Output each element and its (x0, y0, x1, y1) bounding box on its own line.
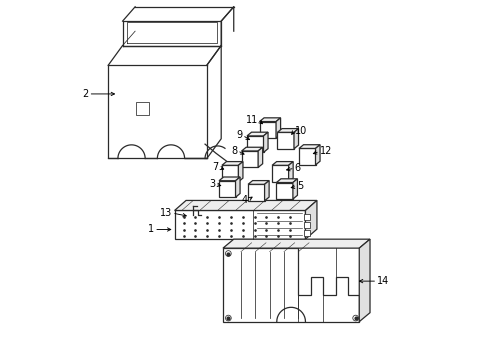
Polygon shape (298, 145, 319, 148)
Text: 6: 6 (294, 163, 300, 173)
Polygon shape (238, 162, 243, 182)
Polygon shape (247, 184, 264, 201)
Polygon shape (241, 147, 262, 151)
Polygon shape (263, 132, 267, 152)
Text: 8: 8 (231, 145, 237, 156)
Polygon shape (359, 239, 369, 321)
Polygon shape (293, 129, 298, 149)
Text: 13: 13 (160, 208, 172, 218)
Text: 10: 10 (294, 126, 306, 135)
Text: 9: 9 (236, 130, 242, 140)
Text: 4: 4 (242, 195, 247, 205)
Polygon shape (174, 201, 316, 211)
Polygon shape (276, 118, 280, 138)
Text: 1: 1 (148, 225, 154, 234)
Polygon shape (303, 222, 309, 228)
Polygon shape (276, 183, 292, 199)
Polygon shape (222, 165, 238, 182)
Polygon shape (271, 162, 292, 165)
Polygon shape (277, 129, 298, 132)
Polygon shape (222, 162, 243, 165)
Polygon shape (298, 148, 315, 165)
Polygon shape (259, 122, 276, 138)
Text: 11: 11 (245, 115, 257, 125)
Polygon shape (277, 132, 293, 149)
Polygon shape (219, 177, 240, 181)
Text: 7: 7 (212, 162, 218, 172)
Polygon shape (315, 145, 319, 165)
Polygon shape (219, 181, 235, 197)
Polygon shape (259, 118, 280, 122)
Polygon shape (223, 239, 369, 248)
Polygon shape (264, 181, 268, 201)
Polygon shape (235, 177, 240, 197)
Polygon shape (246, 136, 263, 152)
Polygon shape (292, 179, 297, 199)
Polygon shape (136, 102, 148, 115)
Text: 12: 12 (319, 146, 331, 156)
Polygon shape (305, 201, 316, 239)
Polygon shape (246, 132, 267, 136)
Polygon shape (303, 230, 309, 235)
Polygon shape (303, 214, 309, 220)
Text: 14: 14 (376, 276, 388, 286)
Polygon shape (288, 162, 292, 182)
Text: 5: 5 (297, 181, 303, 191)
Polygon shape (174, 211, 305, 239)
Polygon shape (271, 165, 288, 182)
Polygon shape (258, 147, 262, 167)
Polygon shape (223, 248, 359, 321)
Text: 2: 2 (82, 89, 88, 99)
Polygon shape (247, 181, 268, 184)
Polygon shape (276, 179, 297, 183)
Polygon shape (241, 151, 258, 167)
Text: 3: 3 (208, 179, 215, 189)
